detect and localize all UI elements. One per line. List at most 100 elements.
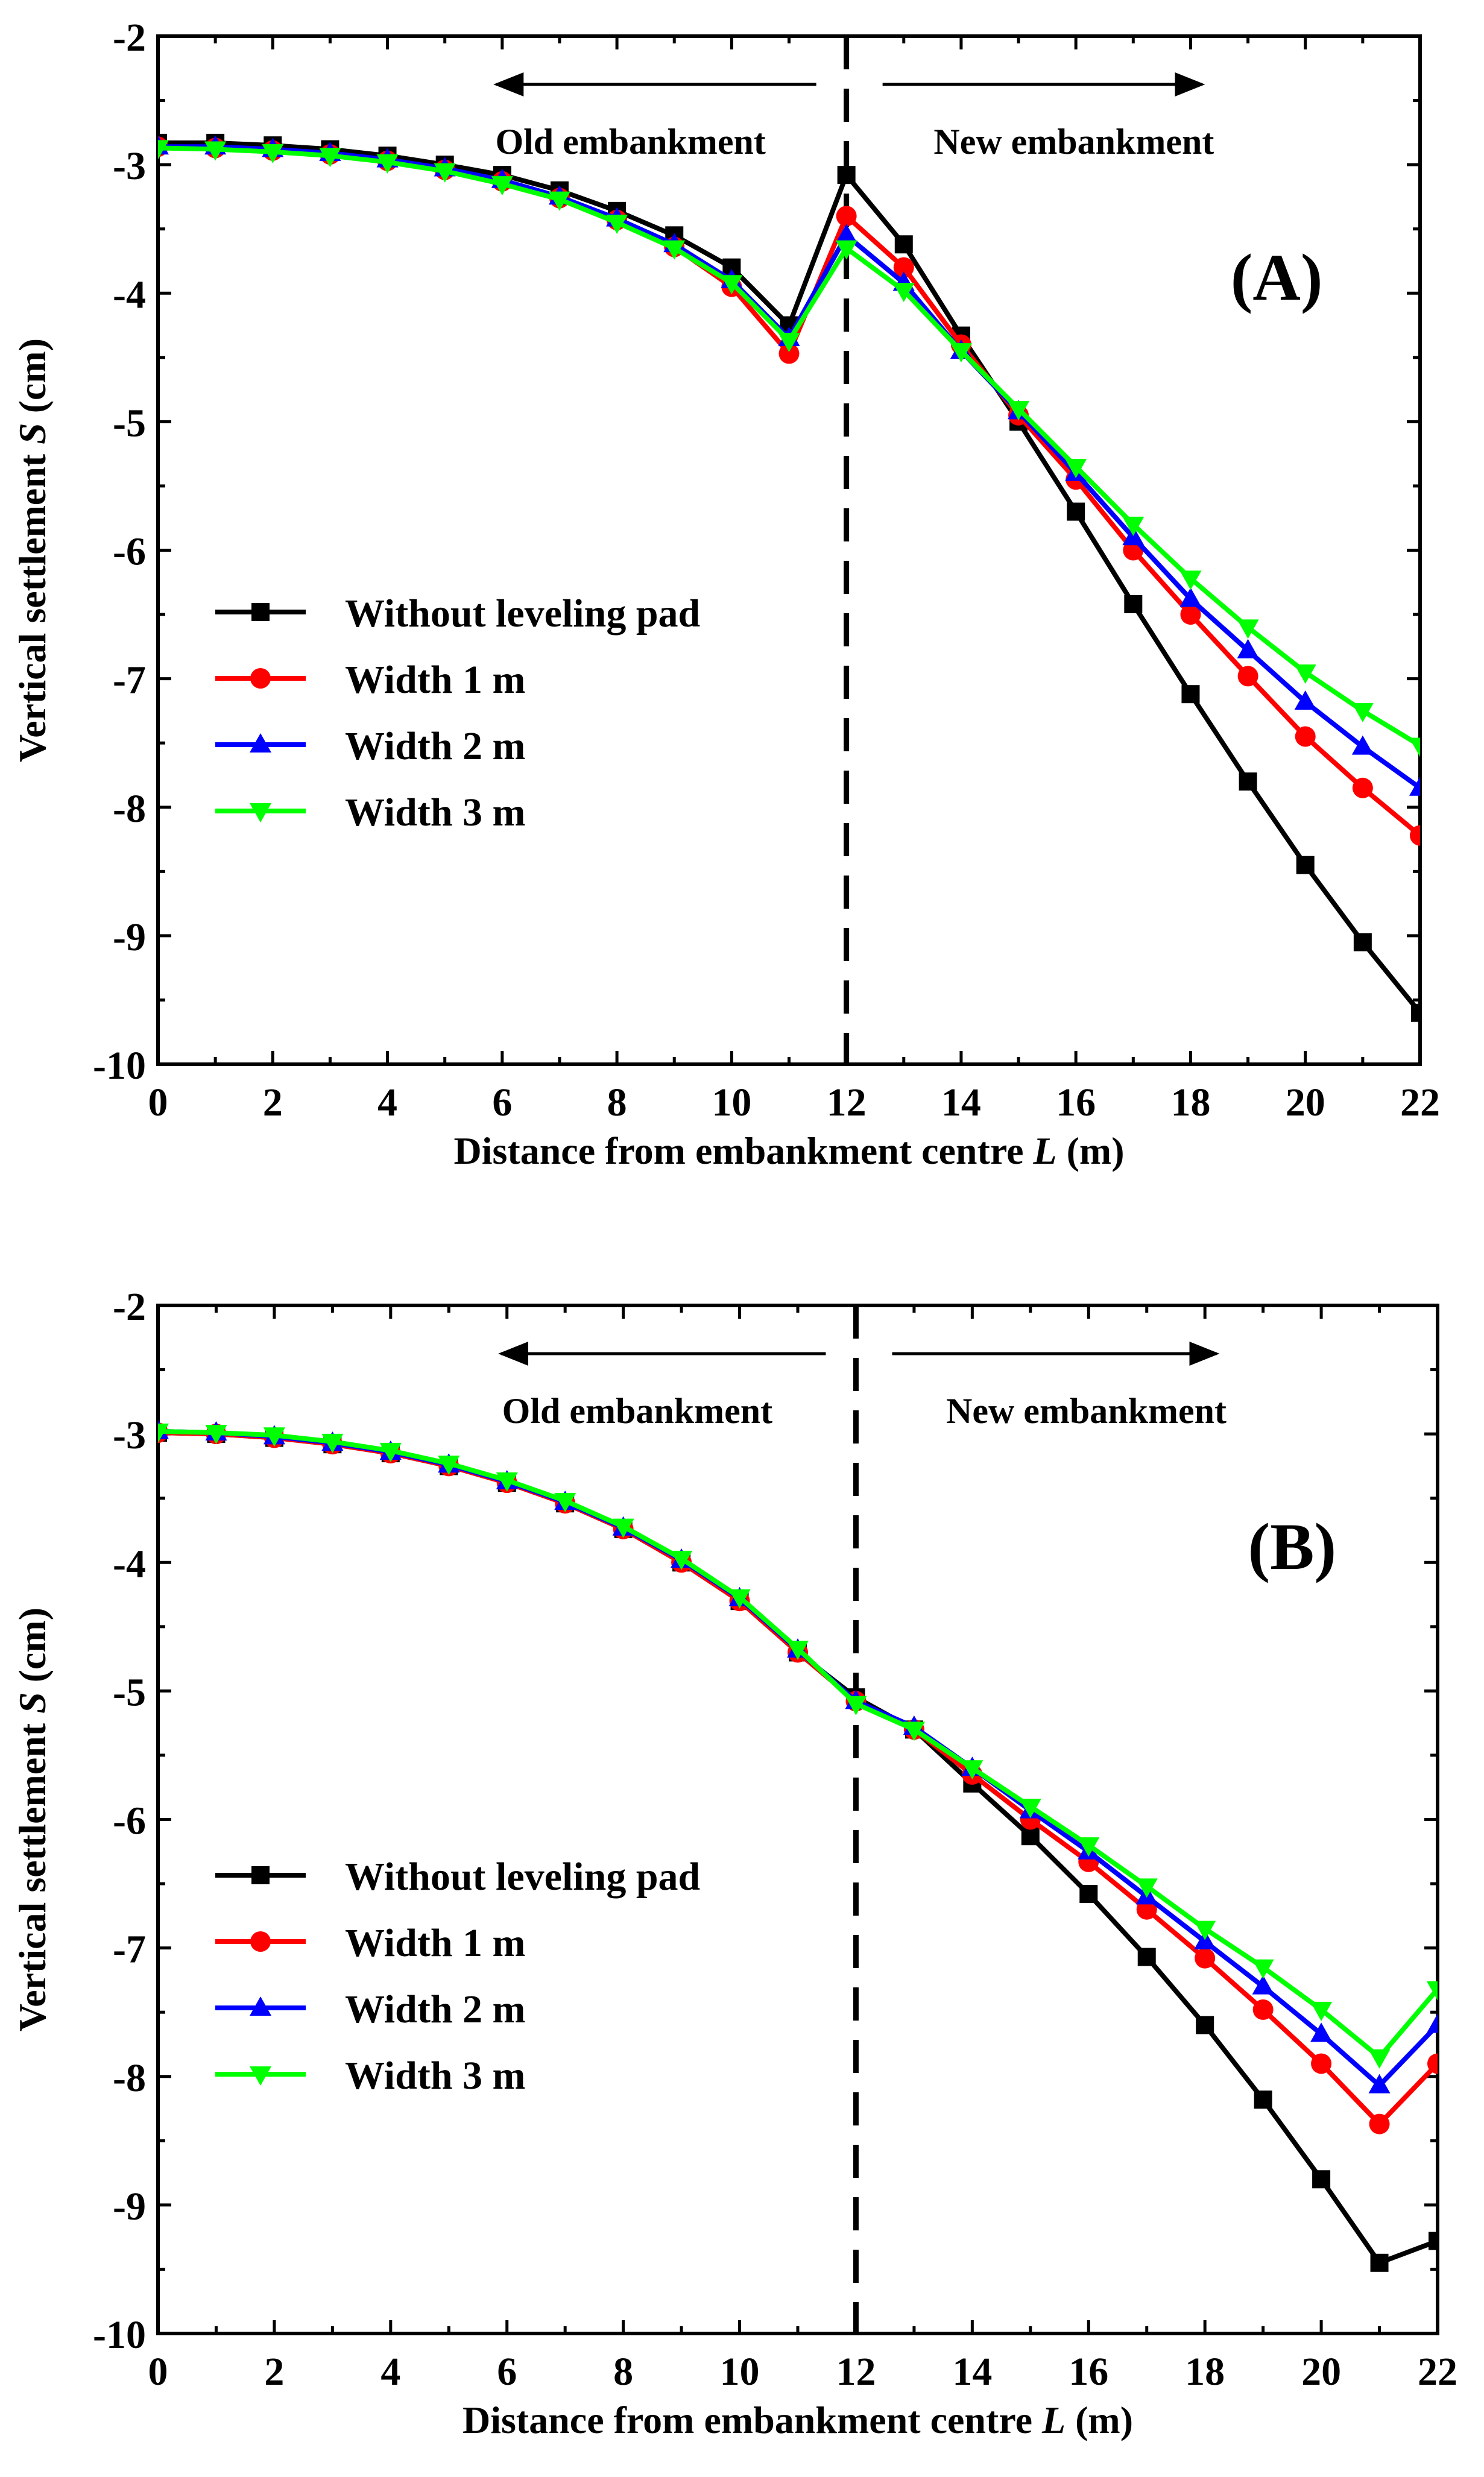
x-axis-title: Distance from embankment centre L (m) xyxy=(463,2399,1133,2441)
data-point xyxy=(1135,1878,1158,1898)
panel-label: (B) xyxy=(1248,1510,1337,1583)
data-point xyxy=(434,163,456,183)
x-tick-label: 18 xyxy=(1185,2350,1225,2394)
y-tick-label: -10 xyxy=(93,2313,146,2357)
panel-label: (A) xyxy=(1231,241,1323,314)
data-point xyxy=(1296,856,1315,874)
data-point xyxy=(671,1550,693,1570)
x-tick-label: 20 xyxy=(1301,2350,1341,2394)
data-point xyxy=(1294,664,1316,684)
data-point xyxy=(1065,458,1087,478)
data-point xyxy=(950,343,972,363)
data-point xyxy=(1252,1999,1274,2020)
y-tick-label: -6 xyxy=(113,1799,146,1843)
data-point xyxy=(1196,2016,1214,2034)
data-point xyxy=(491,176,513,196)
data-point xyxy=(379,1442,402,1462)
data-point xyxy=(1008,401,1030,421)
data-point xyxy=(1427,2013,1438,2033)
x-tick-label: 14 xyxy=(952,2350,992,2394)
x-axis-title-variable: L xyxy=(1041,2399,1066,2441)
data-point xyxy=(1351,702,1374,722)
data-point xyxy=(1254,2090,1272,2109)
data-point xyxy=(1409,776,1420,796)
data-point xyxy=(894,235,913,254)
data-point xyxy=(1351,735,1374,755)
x-tick-label: 6 xyxy=(492,1081,512,1125)
y-axis-title-variable: S xyxy=(11,1692,54,1714)
x-axis-title-space xyxy=(1032,2399,1042,2441)
legend-marker xyxy=(250,803,271,822)
y-tick-label: -4 xyxy=(113,1542,146,1586)
old-embankment-label: Old embankment xyxy=(495,122,765,162)
y-axis-title-text: Vertical settlement xyxy=(11,1723,54,2031)
legend-marker xyxy=(250,733,271,753)
data-point xyxy=(836,206,857,227)
y-tick-label: -9 xyxy=(113,2185,146,2229)
data-point xyxy=(554,1492,576,1512)
data-point xyxy=(1310,2022,1333,2042)
x-tick-label: 22 xyxy=(1400,1081,1440,1125)
data-point xyxy=(1237,666,1258,687)
data-point xyxy=(1427,2053,1438,2074)
x-axis-title-unit: (m) xyxy=(1066,2399,1133,2441)
data-point xyxy=(1312,2170,1331,2189)
x-axis-title: Distance from embankment centre L (m) xyxy=(453,1129,1124,1172)
x-tick-label: 10 xyxy=(712,1081,751,1125)
x-tick-label: 4 xyxy=(380,2350,400,2394)
x-axis-title-unit: (m) xyxy=(1057,1129,1125,1172)
x-tick-label: 4 xyxy=(377,1081,397,1125)
series-group xyxy=(158,1419,1438,2272)
data-point xyxy=(1237,639,1259,658)
x-tick-label: 8 xyxy=(607,1081,627,1125)
data-point xyxy=(892,282,915,302)
y-tick-label: -7 xyxy=(113,658,146,702)
x-axis-title-text: Distance from embankment centre xyxy=(463,2399,1032,2441)
x-tick-label: 6 xyxy=(497,2350,517,2394)
data-point xyxy=(1194,1920,1216,1940)
chart-panel-a: 0 2 4 6 8 10 12 14 16 18 20 22 -2 -3 -4 -5 -6 -7 -8 -9 -10 Di… xyxy=(11,16,1440,1172)
y-tick-label: -2 xyxy=(113,16,146,60)
data-point xyxy=(1195,1948,1216,1969)
y-axis-title-text: Vertical settlement xyxy=(11,453,54,762)
new-embankment-label: New embankment xyxy=(933,122,1214,162)
data-point xyxy=(606,215,628,235)
data-point xyxy=(205,1424,227,1444)
x-tick-label: 2 xyxy=(264,2350,284,2394)
data-point xyxy=(1310,2001,1333,2021)
legend-marker xyxy=(251,603,270,621)
x-tick-label: 16 xyxy=(1056,1081,1096,1125)
x-tick-label: 20 xyxy=(1286,1081,1325,1125)
data-point xyxy=(1179,587,1202,607)
data-point xyxy=(1411,1003,1420,1022)
legend-label: Width 3 m xyxy=(345,2054,526,2098)
x-tick-label: 22 xyxy=(1418,2350,1457,2394)
x-tick-label: 12 xyxy=(836,2350,876,2394)
chart-panel-b: 0 2 4 6 8 10 12 14 16 18 20 22 -2 -3 -4 -5 -6 -7 -8 -9 -10 Di… xyxy=(11,1285,1457,2441)
y-tick-label: -8 xyxy=(113,2056,146,2100)
legend-label: Width 1 m xyxy=(345,658,526,702)
data-point xyxy=(721,275,743,295)
x-tick-label: 8 xyxy=(613,2350,633,2394)
data-point xyxy=(1429,2232,1438,2250)
data-point xyxy=(1180,604,1201,625)
data-point xyxy=(1078,1837,1100,1857)
data-point xyxy=(778,333,800,353)
data-point xyxy=(1067,502,1085,521)
x-tick-label: 0 xyxy=(148,2350,168,2394)
x-axis-title-text: Distance from embankment centre xyxy=(453,1129,1023,1172)
y-axis-title-space xyxy=(11,1714,54,1723)
y-axis-title-space xyxy=(11,444,54,454)
y-tick-label: -5 xyxy=(113,1670,146,1714)
data-point xyxy=(158,1423,169,1443)
plot-frame xyxy=(156,1304,1439,2335)
y-tick-label: -6 xyxy=(113,530,146,574)
legend-marker xyxy=(250,1931,271,1952)
data-point xyxy=(158,140,169,160)
legend-label: Without leveling pad xyxy=(345,592,700,636)
x-axis-title-variable: L xyxy=(1032,1129,1056,1172)
data-point xyxy=(496,1472,518,1492)
data-point xyxy=(1079,1885,1098,1904)
legend-marker xyxy=(250,1996,271,2016)
